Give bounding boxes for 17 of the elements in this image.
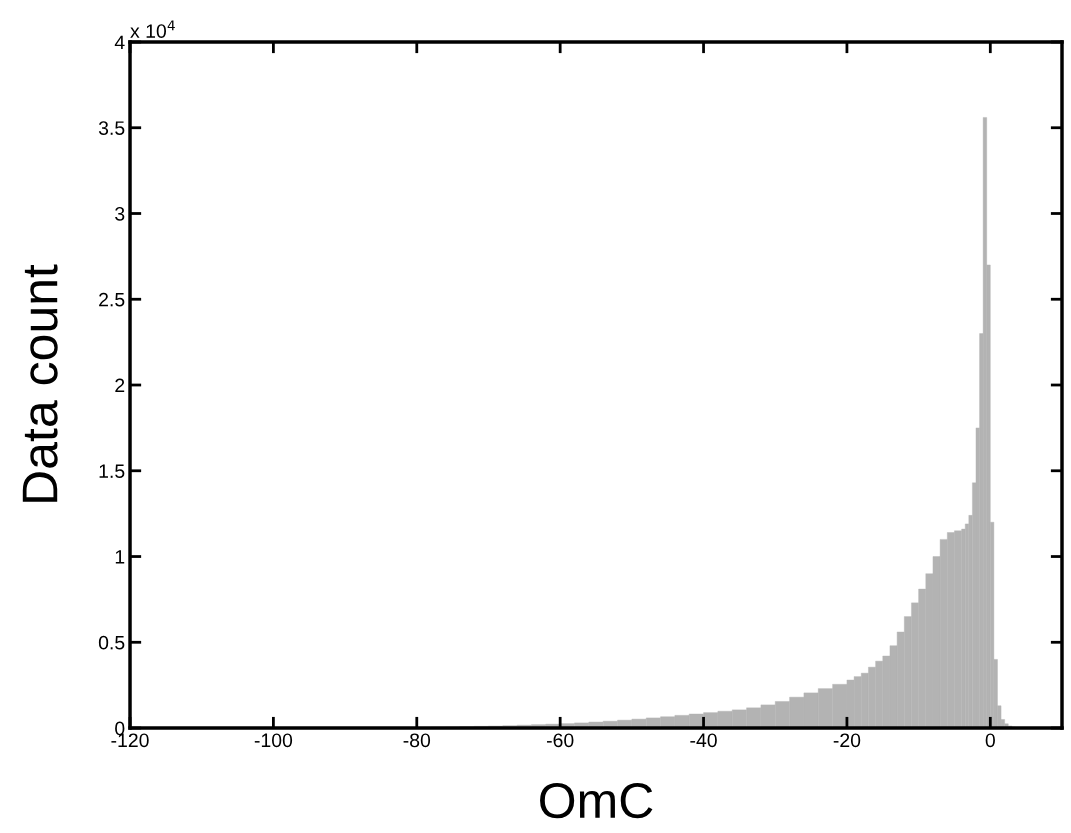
x-tick-label: -20 <box>833 733 861 748</box>
y-tick-label: 3 <box>115 206 125 221</box>
y-tick-label: 0.5 <box>98 635 125 650</box>
x-tick-label: -80 <box>403 733 431 748</box>
x-tick-label: -100 <box>254 733 293 748</box>
text: x 10$^{4}$ <box>130 20 175 39</box>
y-tick-label: 2 <box>115 378 125 393</box>
y-tick-label: 2.5 <box>99 292 125 307</box>
x-tick-label: 0 <box>985 733 995 748</box>
y-tick-label: 4 <box>114 35 125 50</box>
x-axis-title: OmC <box>540 782 653 819</box>
y-tick-label: 1.5 <box>99 464 125 479</box>
y-tick-label: 1 <box>115 550 125 564</box>
y-axis-title: Data count <box>22 264 58 502</box>
y-tick-label: 3.5 <box>98 121 125 135</box>
x-tick-label: -40 <box>690 733 717 748</box>
x-tick-label: -60 <box>546 733 574 748</box>
